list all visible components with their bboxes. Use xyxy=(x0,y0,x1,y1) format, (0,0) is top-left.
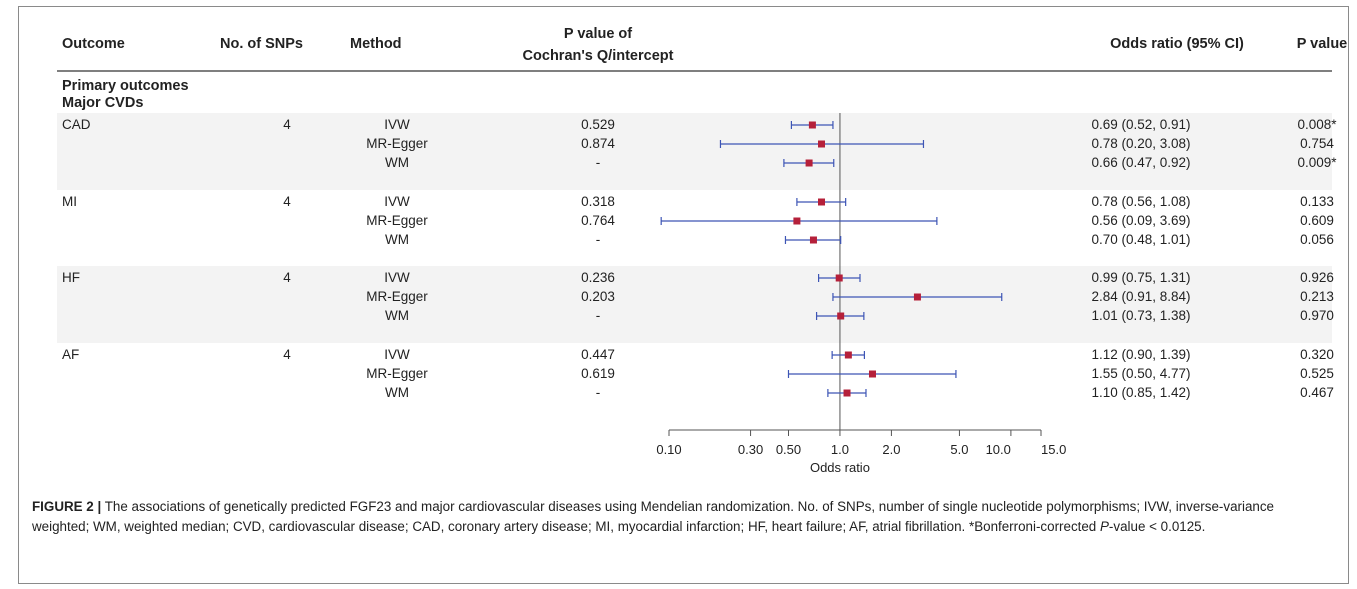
pval-q-mi-wm: - xyxy=(596,232,601,247)
band-hf xyxy=(57,266,1332,343)
outcome-af: AF xyxy=(62,347,79,362)
pval-af-ivw: 0.320 xyxy=(1300,347,1334,362)
or-text-mi-ivw: 0.78 (0.56, 1.08) xyxy=(1091,194,1190,209)
figure-frame xyxy=(18,6,1349,584)
pval-q-cad-mr-egger: 0.874 xyxy=(581,136,615,151)
header-snps: No. of SNPs xyxy=(220,36,303,52)
method-mi-mr-egger: MR-Egger xyxy=(366,213,428,228)
or-text-mi-mr-egger: 0.56 (0.09, 3.69) xyxy=(1091,213,1190,228)
point-hf-mr-egger xyxy=(913,293,921,301)
pval-hf-wm: 0.970 xyxy=(1300,308,1334,323)
method-cad-ivw: IVW xyxy=(384,117,410,132)
or-text-hf-mr-egger: 2.84 (0.91, 8.84) xyxy=(1091,289,1190,304)
pval-q-hf-mr-egger: 0.203 xyxy=(581,289,615,304)
snps-af: 4 xyxy=(283,347,291,362)
header-outcome: Outcome xyxy=(62,36,125,52)
outcome-cad: CAD xyxy=(62,117,91,132)
pval-mi-mr-egger: 0.609 xyxy=(1300,213,1334,228)
pval-mi-ivw: 0.133 xyxy=(1300,194,1334,209)
section-primary-outcomes: Primary outcomes xyxy=(62,78,189,94)
pval-q-mi-mr-egger: 0.764 xyxy=(581,213,615,228)
or-text-cad-ivw: 0.69 (0.52, 0.91) xyxy=(1091,117,1190,132)
method-mi-ivw: IVW xyxy=(384,194,410,209)
point-af-mr-egger xyxy=(868,370,876,378)
point-mi-mr-egger xyxy=(793,217,801,225)
x-tick-label-2: 0.50 xyxy=(776,442,801,457)
header-or: Odds ratio (95% CI) xyxy=(1110,36,1244,52)
method-cad-mr-egger: MR-Egger xyxy=(366,136,428,151)
pval-q-hf-ivw: 0.236 xyxy=(581,270,615,285)
point-af-ivw xyxy=(844,351,852,359)
pval-af-mr-egger: 0.525 xyxy=(1300,366,1334,381)
method-cad-wm: WM xyxy=(385,155,409,170)
figure-caption: FIGURE 2 | The associations of genetical… xyxy=(32,497,1327,537)
pval-q-mi-ivw: 0.318 xyxy=(581,194,615,209)
point-cad-mr-egger xyxy=(818,140,826,148)
band-cad xyxy=(57,113,1332,190)
point-af-wm xyxy=(843,389,851,397)
outcome-hf: HF xyxy=(62,270,80,285)
point-mi-ivw xyxy=(818,198,826,206)
or-text-af-mr-egger: 1.55 (0.50, 4.77) xyxy=(1091,366,1190,381)
method-hf-ivw: IVW xyxy=(384,270,410,285)
pval-q-af-wm: - xyxy=(596,385,601,400)
caption-p-italic: P xyxy=(1099,519,1109,534)
snps-cad: 4 xyxy=(283,117,291,132)
point-mi-wm xyxy=(809,236,817,244)
pval-q-cad-ivw: 0.529 xyxy=(581,117,615,132)
x-tick-label-3: 1.0 xyxy=(831,442,849,457)
or-text-cad-wm: 0.66 (0.47, 0.92) xyxy=(1091,155,1190,170)
method-af-wm: WM xyxy=(385,385,409,400)
header-pval-q-line2: Cochran's Q/intercept xyxy=(523,48,674,64)
method-af-ivw: IVW xyxy=(384,347,410,362)
header-pval-q-line1: P value of xyxy=(564,26,632,42)
x-tick-label-4: 2.0 xyxy=(882,442,900,457)
x-tick-label-5: 5.0 xyxy=(950,442,968,457)
pval-mi-wm: 0.056 xyxy=(1300,232,1334,247)
pval-cad-wm: 0.009* xyxy=(1297,155,1337,170)
or-text-hf-ivw: 0.99 (0.75, 1.31) xyxy=(1091,270,1190,285)
x-tick-label-6: 10.0 xyxy=(986,442,1011,457)
snps-mi: 4 xyxy=(283,194,291,209)
pval-hf-ivw: 0.926 xyxy=(1300,270,1334,285)
point-hf-wm xyxy=(837,312,845,320)
x-tick-label-7: 15.0 xyxy=(1041,442,1066,457)
outcome-mi: MI xyxy=(62,194,77,209)
pval-q-hf-wm: - xyxy=(596,308,601,323)
caption-label: FIGURE 2 | xyxy=(32,499,102,514)
method-mi-wm: WM xyxy=(385,232,409,247)
or-text-cad-mr-egger: 0.78 (0.20, 3.08) xyxy=(1091,136,1190,151)
or-text-mi-wm: 0.70 (0.48, 1.01) xyxy=(1091,232,1190,247)
pval-cad-ivw: 0.008* xyxy=(1297,117,1337,132)
forest-plot: Outcome No. of SNPs Method P value of Cochra… xyxy=(57,26,1348,475)
or-text-af-ivw: 1.12 (0.90, 1.39) xyxy=(1091,347,1190,362)
pval-q-af-ivw: 0.447 xyxy=(581,347,615,362)
or-text-af-wm: 1.10 (0.85, 1.42) xyxy=(1091,385,1190,400)
section-major-cvds: Major CVDs xyxy=(62,95,143,111)
point-hf-ivw xyxy=(835,274,843,282)
header-pval: P value xyxy=(1297,36,1348,52)
method-hf-mr-egger: MR-Egger xyxy=(366,289,428,304)
x-axis-label: Odds ratio xyxy=(810,460,870,475)
x-tick-label-1: 0.30 xyxy=(738,442,763,457)
snps-hf: 4 xyxy=(283,270,291,285)
header-method: Method xyxy=(350,36,402,52)
method-hf-wm: WM xyxy=(385,308,409,323)
point-cad-wm xyxy=(805,159,813,167)
method-af-mr-egger: MR-Egger xyxy=(366,366,428,381)
pval-af-wm: 0.467 xyxy=(1300,385,1334,400)
or-text-hf-wm: 1.01 (0.73, 1.38) xyxy=(1091,308,1190,323)
pval-hf-mr-egger: 0.213 xyxy=(1300,289,1334,304)
pval-q-cad-wm: - xyxy=(596,155,601,170)
pval-q-af-mr-egger: 0.619 xyxy=(581,366,615,381)
caption-text: The associations of genetically predicte… xyxy=(32,499,1274,534)
x-tick-label-0: 0.10 xyxy=(656,442,681,457)
pval-cad-mr-egger: 0.754 xyxy=(1300,136,1334,151)
caption-tail: -value < 0.0125. xyxy=(1108,519,1206,534)
point-cad-ivw xyxy=(808,121,816,129)
